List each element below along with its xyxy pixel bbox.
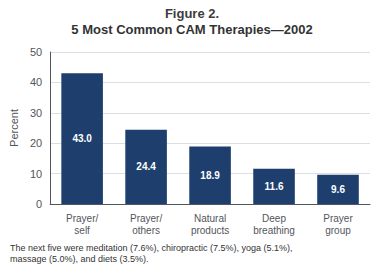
svg-text:10: 10 (30, 168, 42, 180)
svg-text:group: group (325, 225, 351, 236)
svg-text:11.6: 11.6 (265, 181, 284, 192)
svg-text:20: 20 (30, 137, 42, 149)
svg-text:massage (5.0%), and diets (3.5: massage (5.0%), and diets (3.5%). (10, 254, 149, 264)
svg-text:Prayer/: Prayer/ (130, 213, 162, 224)
svg-text:18.9: 18.9 (200, 170, 220, 181)
svg-text:products: products (191, 225, 229, 236)
svg-text:Prayer/: Prayer/ (66, 213, 98, 224)
svg-text:40: 40 (30, 76, 42, 88)
svg-text:others: others (132, 225, 160, 236)
svg-text:50: 50 (30, 46, 42, 58)
svg-text:43.0: 43.0 (72, 133, 92, 144)
svg-text:Percent: Percent (8, 109, 20, 147)
svg-text:30: 30 (30, 107, 42, 119)
svg-text:Prayer: Prayer (323, 213, 353, 224)
svg-text:The next five were meditation: The next five were meditation (7.6%), ch… (10, 243, 293, 253)
svg-text:5 Most Common CAM Therapies—20: 5 Most Common CAM Therapies—2002 (71, 22, 312, 37)
svg-text:24.4: 24.4 (136, 161, 156, 172)
svg-text:Deep: Deep (262, 213, 286, 224)
svg-text:0: 0 (36, 198, 42, 210)
svg-text:Natural: Natural (194, 213, 226, 224)
svg-text:9.6: 9.6 (331, 184, 345, 195)
svg-text:Figure 2.: Figure 2. (165, 6, 219, 21)
svg-text:self: self (74, 225, 90, 236)
svg-text:breathing: breathing (253, 225, 295, 236)
